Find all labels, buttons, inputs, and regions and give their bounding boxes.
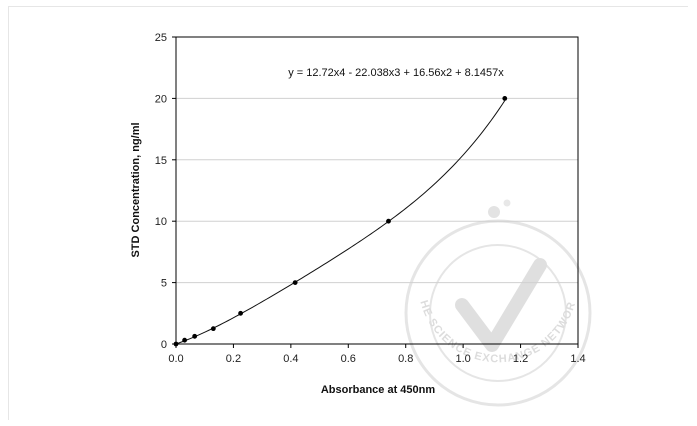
x-axis-title: Absorbance at 450nm	[321, 384, 436, 396]
y-axis-title: STD Concentration, ng/ml	[130, 122, 142, 257]
x-tick-label: 1.4	[570, 353, 585, 365]
watermark-bubble-large	[488, 206, 500, 218]
y-tick-label: 20	[155, 93, 167, 105]
watermark-inner-ring	[429, 244, 567, 382]
y-tick-label: 0	[161, 339, 167, 351]
x-tick-label: 0.2	[226, 353, 241, 365]
plot-area-border	[175, 36, 579, 345]
x-tick-label: 0.0	[168, 353, 183, 365]
x-tick-label: 1.2	[513, 353, 528, 365]
x-tick-label: 1.0	[455, 353, 470, 365]
trendline-curve	[175, 100, 506, 345]
data-point-7	[502, 96, 508, 101]
x-tick-labels: 0.0 0.2 0.4 0.6 0.8 1.0 1.2 1.4	[168, 353, 585, 365]
trendline-equation: y = 12.72x4 - 22.038x3 + 16.56x2 + 8.145…	[288, 67, 504, 79]
watermark-check-icon	[455, 258, 547, 352]
data-point-1	[182, 337, 188, 343]
x-tick-label: 0.6	[341, 353, 356, 365]
x-tick-label: 0.8	[398, 353, 413, 365]
y-tick-labels: 0 5 10 15 20 25	[155, 32, 167, 351]
data-point-2	[192, 333, 198, 339]
x-tick-label: 0.4	[283, 353, 298, 365]
data-point-3	[210, 326, 216, 332]
data-point-0	[173, 341, 179, 347]
data-points	[173, 96, 508, 347]
y-tick-label: 25	[155, 32, 167, 44]
watermark-bubble-small	[503, 199, 511, 207]
y-tick-label: 5	[161, 278, 167, 290]
data-point-6	[386, 218, 391, 224]
y-tick-label: 15	[155, 155, 167, 167]
grid-lines	[176, 97, 578, 284]
data-point-5	[292, 280, 298, 285]
chart-frame	[8, 6, 688, 420]
watermark-text: THE SCIENCE EXCHANGE NETWORK	[0, 0, 577, 365]
y-tick-label: 10	[155, 216, 167, 228]
data-point-4	[238, 310, 244, 316]
